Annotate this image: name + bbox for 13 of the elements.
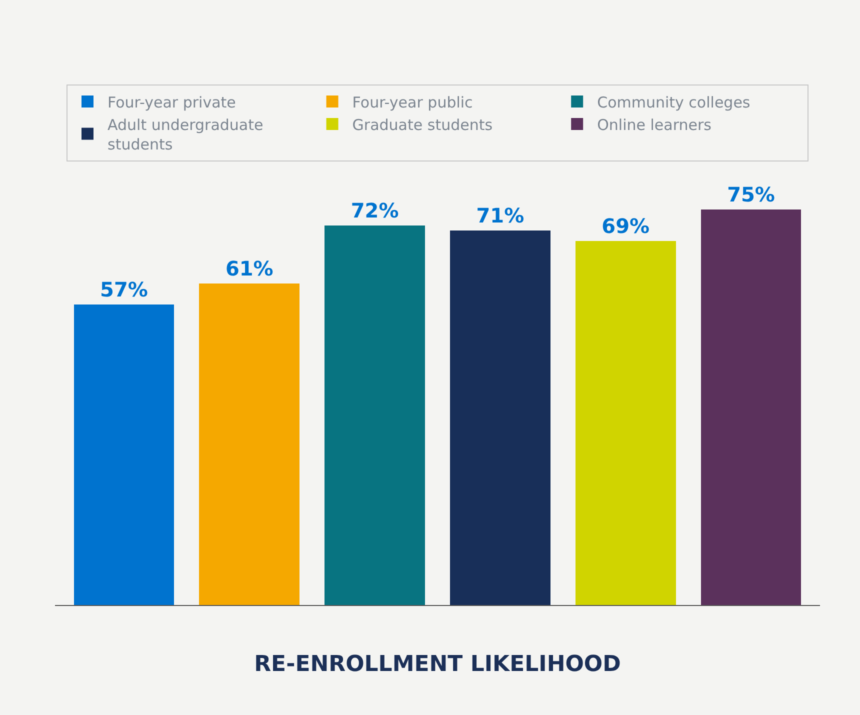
legend-label: Four-year private	[108, 93, 236, 112]
legend-label: Four-year public	[352, 93, 473, 112]
legend-label: Community colleges	[597, 93, 750, 112]
data-label: 75%	[727, 182, 775, 207]
legend-label: Graduate students	[352, 116, 493, 134]
legend-label: Online learners	[597, 116, 712, 134]
legend-label: Adult undergraduate students	[108, 116, 264, 154]
data-label: 57%	[100, 277, 148, 302]
data-label: 72%	[350, 198, 399, 222]
data-label: 71%	[476, 204, 524, 228]
x-axis-title: RE-ENROLLMENT LIKELIHOOD	[254, 652, 621, 677]
data-label: 69%	[602, 214, 650, 238]
data-label: 61%	[225, 256, 274, 280]
